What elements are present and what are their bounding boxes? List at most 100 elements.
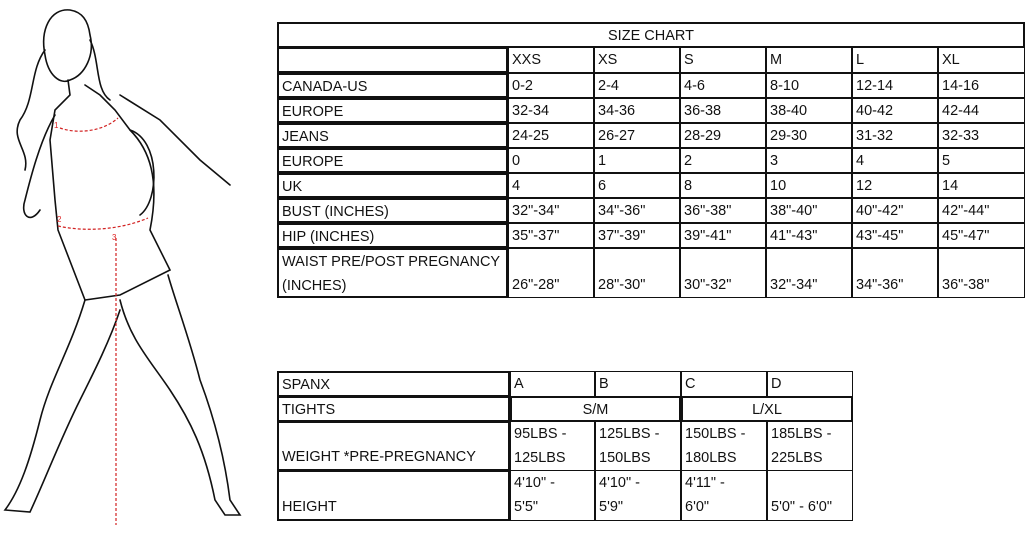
cell-text: 4-6 [684, 78, 705, 94]
marker-3: 3 [112, 233, 117, 242]
cell-text: WEIGHT *PRE-PREGNANCY [282, 449, 476, 465]
row-label: JEANS [277, 123, 508, 148]
cell-text: 32-33 [942, 128, 980, 144]
size-value: 0-2 [508, 73, 594, 98]
size-value: 42"-44" [938, 198, 1025, 223]
size-value: 28-29 [680, 123, 766, 148]
size-value: 37"-39" [594, 223, 680, 248]
weight-value: 125LBS - 150LBS [595, 421, 681, 471]
spanx-size: B [595, 371, 681, 397]
size-value: 38-40 [766, 98, 852, 123]
size-value: 6 [594, 173, 680, 198]
size-value: 4 [508, 173, 594, 198]
cell-text: UK [282, 179, 303, 195]
row-label: SPANX [277, 371, 510, 397]
cell-text: JEANS [282, 129, 329, 145]
cell-text: 6'0" [685, 499, 710, 515]
size-value: 31-32 [852, 123, 938, 148]
cell-text: 2-4 [598, 78, 619, 94]
cell-text: 5'9" [599, 499, 624, 515]
row-label: CANADA-US [277, 73, 508, 98]
cell-text: 180LBS [685, 450, 737, 466]
cell-text: 28-29 [684, 128, 722, 144]
size-value: 4 [852, 148, 938, 173]
cell-text: 14 [942, 178, 959, 194]
size-value: 34"-36" [594, 198, 680, 223]
cell-text: 42-44 [942, 103, 980, 119]
cell-text: 5 [942, 153, 951, 169]
cell-text: HEIGHT [282, 499, 337, 515]
cell-text: 31-32 [856, 128, 894, 144]
row-label: HIP (INCHES) [277, 223, 508, 248]
cell-text: 30"-32" [684, 277, 732, 293]
cell-text: 36-38 [684, 103, 722, 119]
cell-text: 8 [684, 178, 693, 194]
cell-text: 29-30 [770, 128, 808, 144]
cell-text: EUROPE [282, 154, 344, 170]
size-value: 40-42 [852, 98, 938, 123]
pregnant-woman-illustration: 1 2 3 [3, 9, 242, 525]
cell-text: 6 [598, 178, 607, 194]
row-label: TIGHTS [277, 396, 510, 422]
size-value: 10 [766, 173, 852, 198]
size-value: 43"-45" [852, 223, 938, 248]
cell-text: 0 [512, 153, 521, 169]
size-value: 8 [680, 173, 766, 198]
cell-text: CANADA-US [282, 79, 368, 95]
size-value: 45"-47" [938, 223, 1025, 248]
cell-text: HIP (INCHES) [282, 229, 375, 245]
row-label: BUST (INCHES) [277, 198, 508, 223]
cell-text: 12-14 [856, 78, 894, 94]
size-value: 24-25 [508, 123, 594, 148]
cell-text: 8-10 [770, 78, 800, 94]
height-value: 4'11" - 6'0" [681, 470, 767, 521]
size-value: 12-14 [852, 73, 938, 98]
cell-text: 95LBS - [514, 426, 567, 442]
tights-size: L/XL [681, 396, 853, 422]
size-value: 41"-43" [766, 223, 852, 248]
cell-text: 39"-41" [684, 228, 732, 244]
cell-text: 4 [856, 153, 865, 169]
cell-text: B [599, 376, 609, 392]
size-value: 14-16 [938, 73, 1025, 98]
size-value: 36"-38" [938, 248, 1025, 298]
cell-text: 38-40 [770, 103, 808, 119]
height-value: 4'10" - 5'9" [595, 470, 681, 521]
height-value: 4'10" - 5'5" [510, 470, 595, 521]
cell-text: 28"-30" [598, 277, 646, 293]
cell-text: WAIST PRE/POST PREGNANCY [282, 254, 501, 270]
size-value: 34"-36" [852, 248, 938, 298]
size-value: 2 [680, 148, 766, 173]
size-value: 4-6 [680, 73, 766, 98]
size-value: 2-4 [594, 73, 680, 98]
cell-text: 5'5" [514, 499, 539, 515]
weight-value: 150LBS - 180LBS [681, 421, 767, 471]
cell-text: 32-34 [512, 103, 550, 119]
size-value: 0 [508, 148, 594, 173]
cell-text: 0-2 [512, 78, 533, 94]
row-label: WEIGHT *PRE-PREGNANCY [277, 421, 510, 471]
cell-text: SIZE CHART [608, 28, 694, 44]
cell-text: 34"-36" [598, 203, 646, 219]
table-title: SIZE CHART [277, 22, 1025, 48]
cell-text: 150LBS - [685, 426, 746, 442]
size-value: 32-34 [508, 98, 594, 123]
cell-text: 38"-40" [770, 203, 818, 219]
cell-text: 37"-39" [598, 228, 646, 244]
cell-text: 40"-42" [856, 203, 904, 219]
cell-text: L/XL [752, 402, 782, 418]
size-header-xl: XL [938, 47, 1025, 73]
size-value: 12 [852, 173, 938, 198]
spanx-size: A [510, 371, 595, 397]
size-value: 1 [594, 148, 680, 173]
cell-text: 4 [512, 178, 521, 194]
cell-text: C [685, 376, 696, 392]
cell-text: 225LBS [771, 450, 823, 466]
row-label: WAIST PRE/POST PREGNANCY (INCHES) [277, 248, 508, 298]
cell-text: 24-25 [512, 128, 550, 144]
cell-text: 41"-43" [770, 228, 818, 244]
marker-1: 1 [54, 121, 59, 130]
cell-text: EUROPE [282, 104, 344, 120]
cell-text: S [684, 52, 694, 68]
cell-text: 36"-38" [684, 203, 732, 219]
